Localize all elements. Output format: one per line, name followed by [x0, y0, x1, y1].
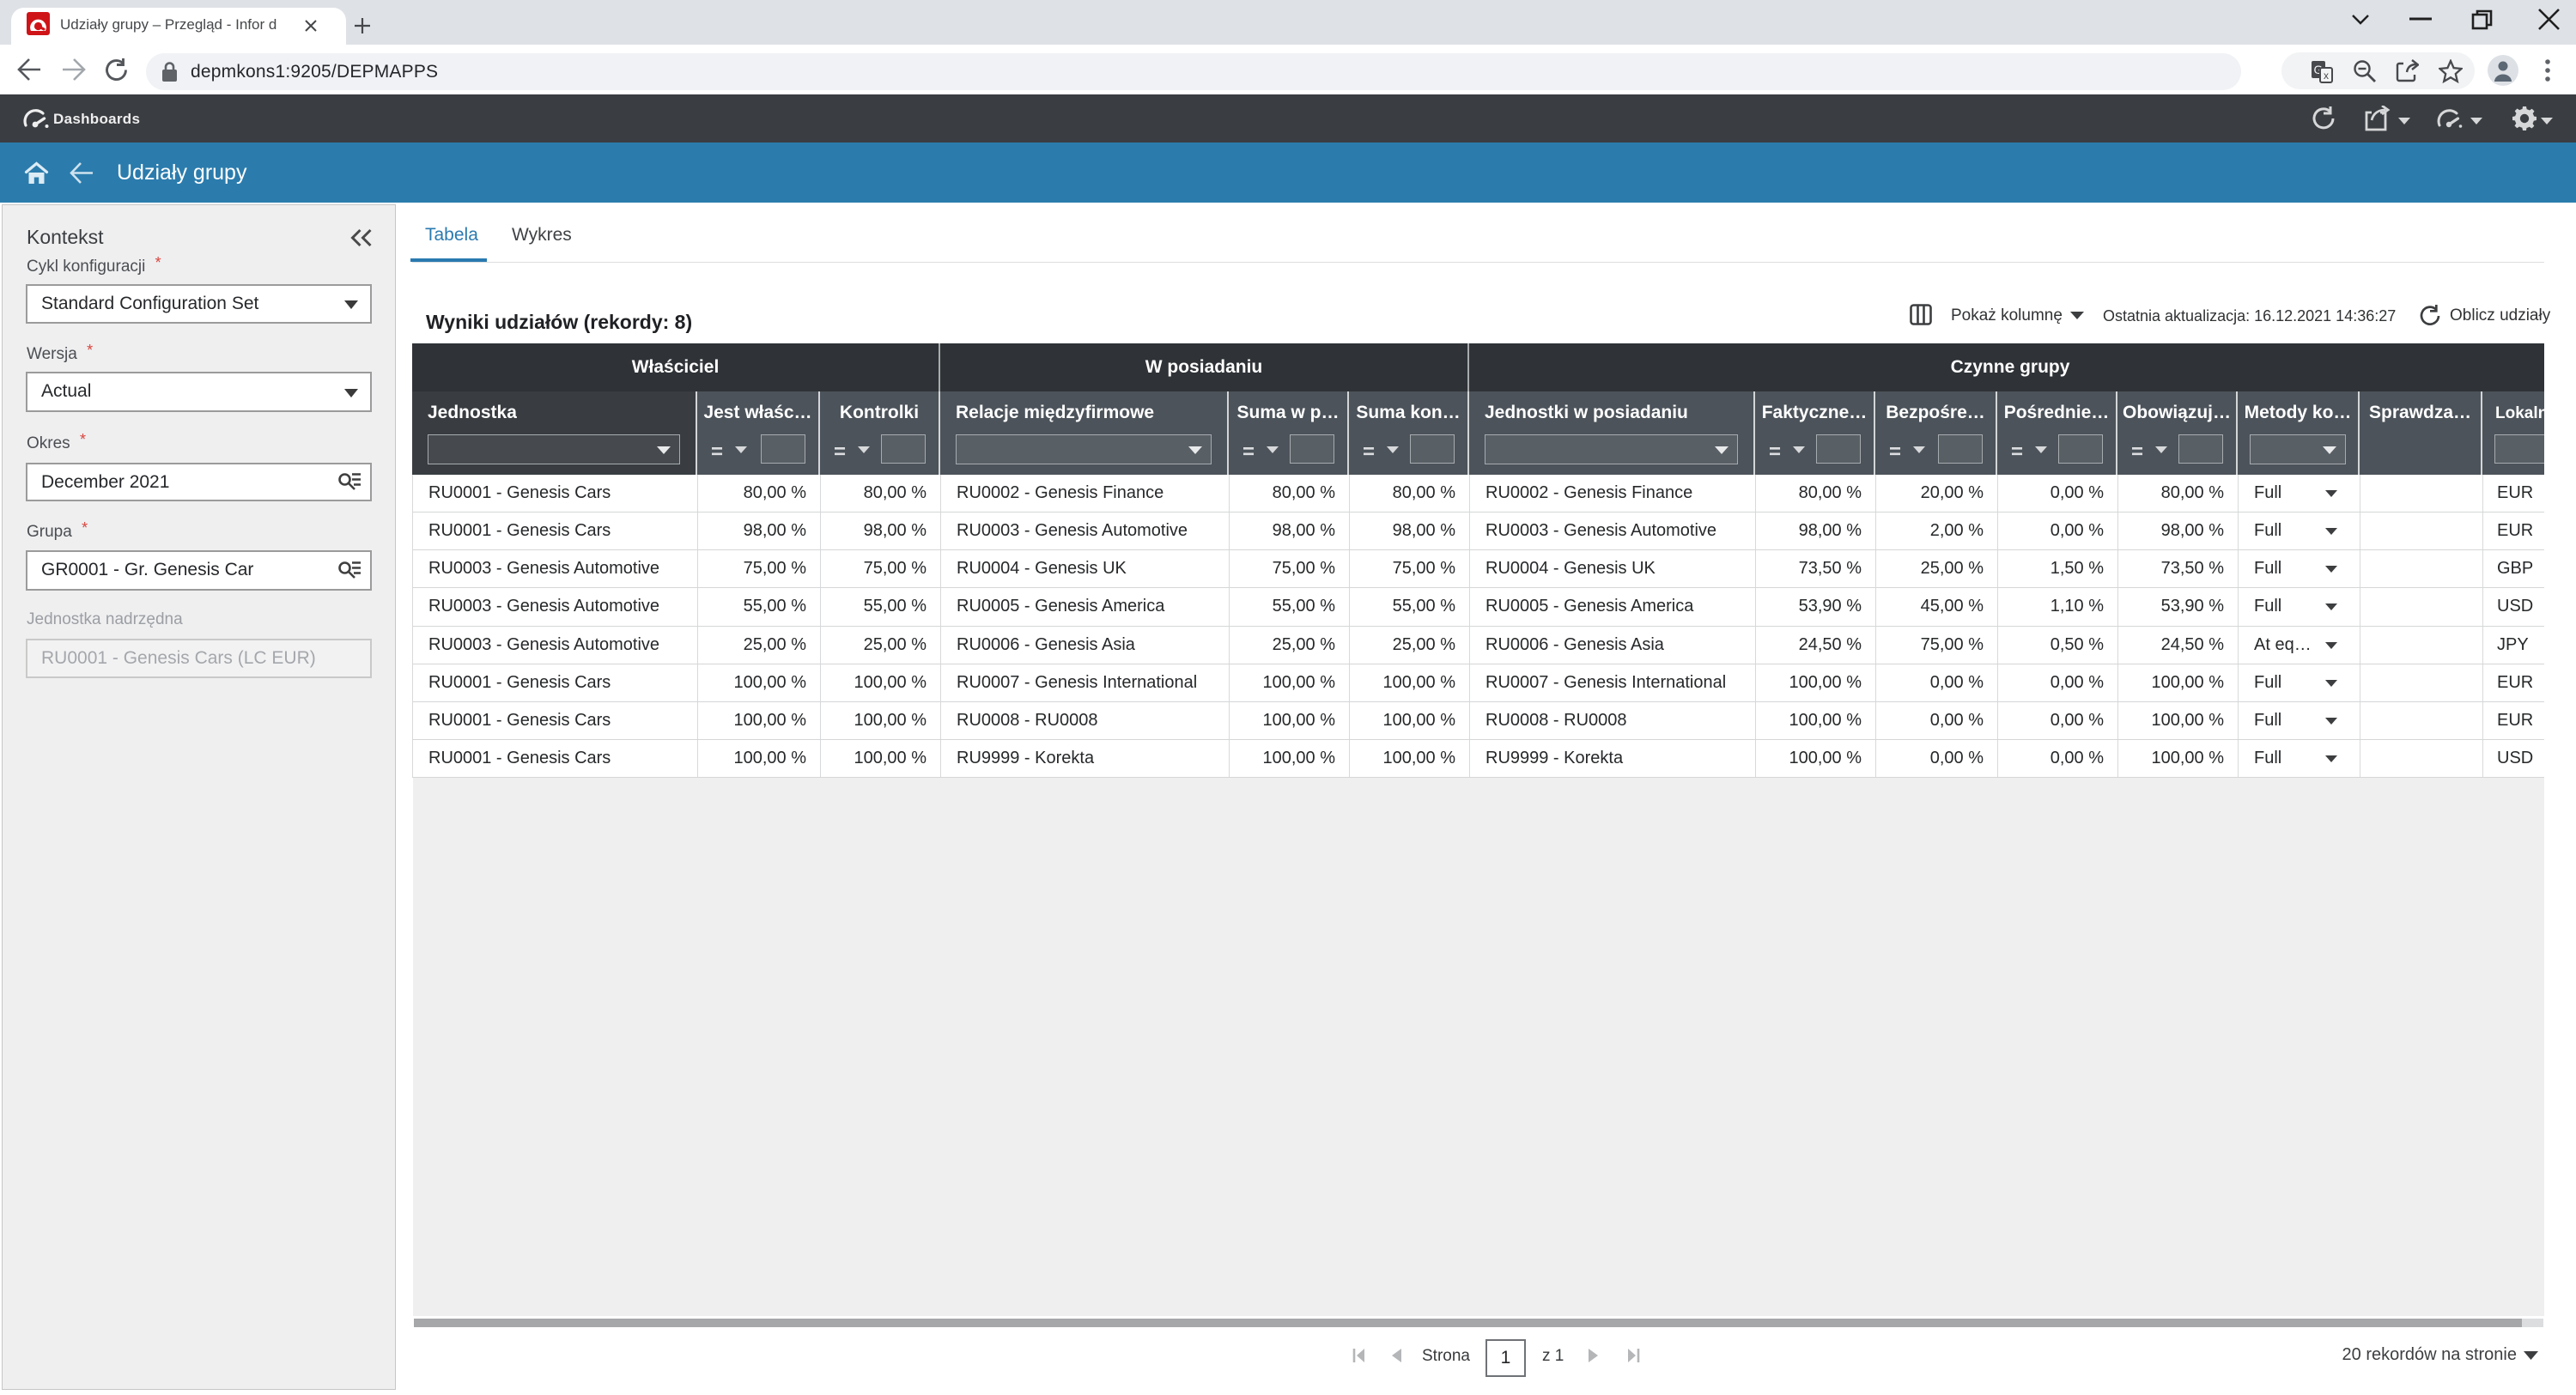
- svg-text:x: x: [2324, 70, 2329, 82]
- svg-text:G: G: [2314, 63, 2324, 76]
